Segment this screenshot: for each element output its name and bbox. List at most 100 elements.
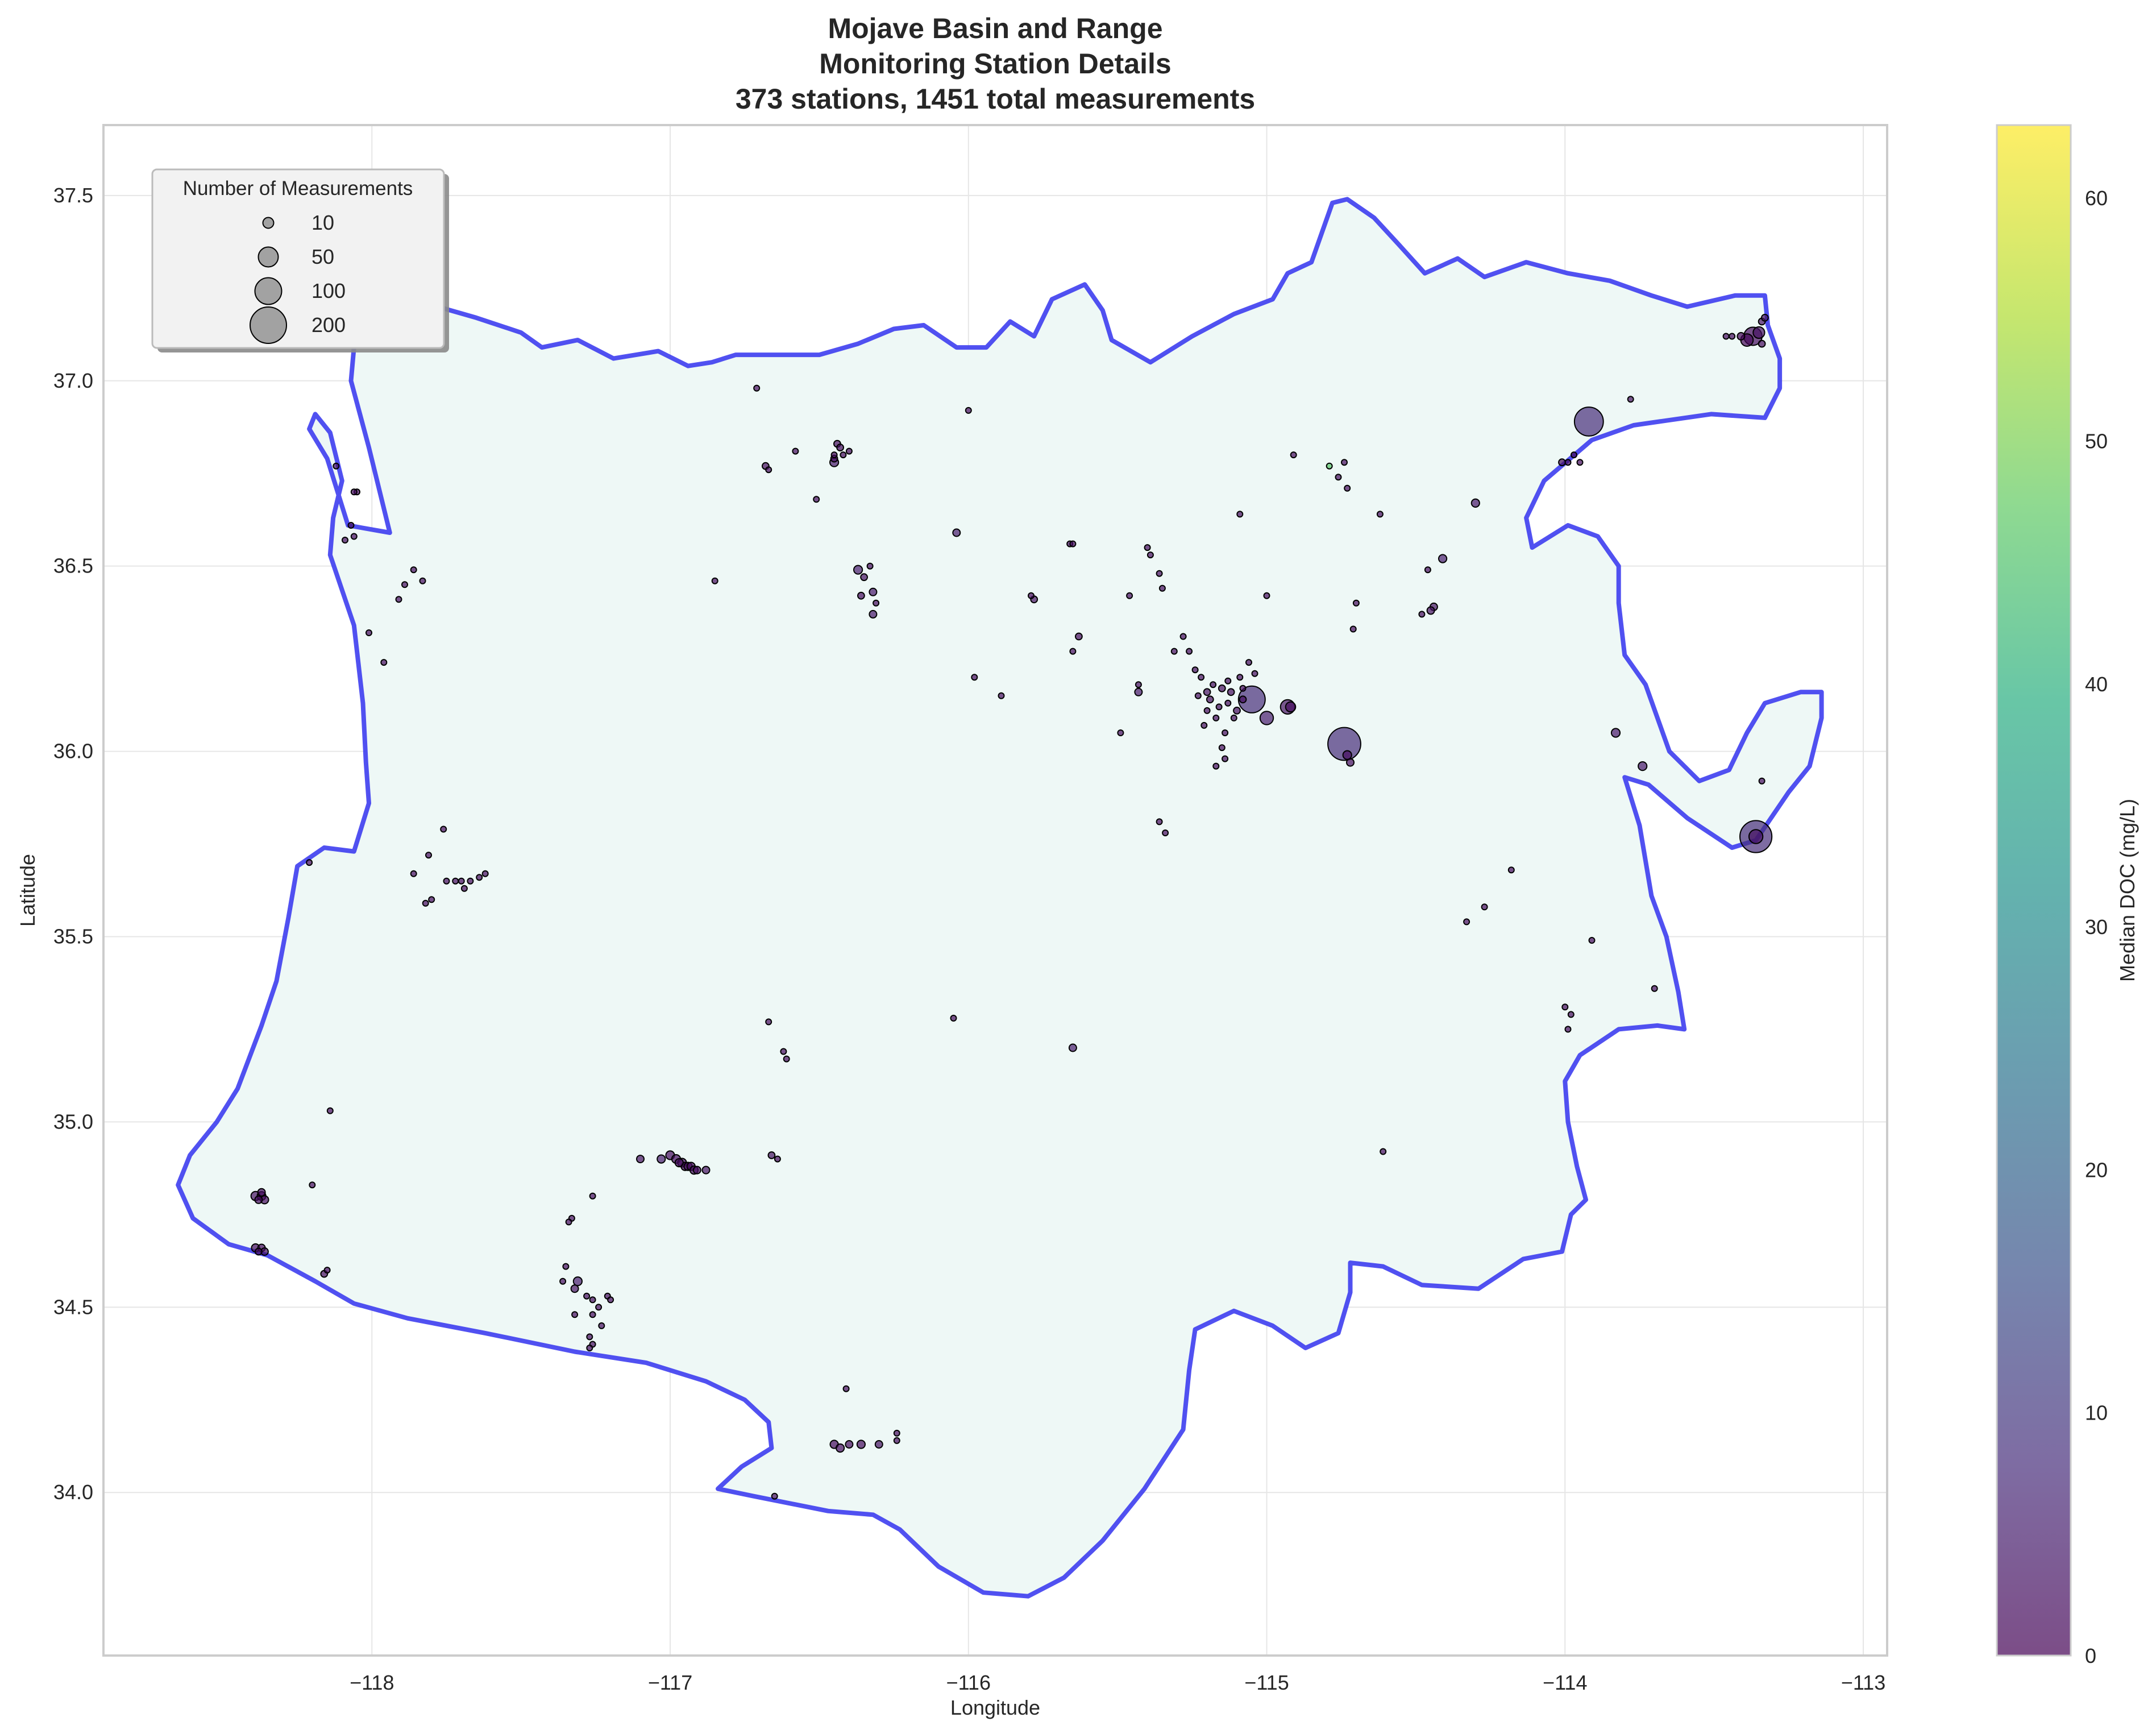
- station-marker: [1335, 474, 1342, 481]
- station-marker: [1156, 818, 1163, 825]
- station-marker: [570, 1284, 579, 1293]
- station-marker: [1203, 688, 1211, 696]
- station-marker: [452, 877, 459, 885]
- station-marker: [589, 1192, 596, 1200]
- station-marker: [460, 885, 468, 892]
- station-marker: [1761, 314, 1769, 322]
- station-marker: [323, 1267, 331, 1274]
- legend-title: Number of Measurements: [183, 177, 413, 200]
- station-marker: [419, 577, 426, 584]
- station-marker: [771, 1492, 778, 1500]
- station-marker: [1588, 937, 1596, 944]
- station-marker: [965, 406, 972, 414]
- station-marker: [842, 1385, 850, 1392]
- station-marker: [1198, 674, 1205, 681]
- station-marker: [1558, 458, 1566, 467]
- station-marker: [1144, 544, 1151, 551]
- station-marker: [254, 1195, 263, 1204]
- station-marker: [893, 1429, 900, 1437]
- station-marker: [971, 674, 978, 681]
- station-marker: [1126, 592, 1133, 599]
- station-marker: [845, 1440, 854, 1449]
- x-tick-label: −117: [648, 1671, 692, 1694]
- station-marker: [1346, 758, 1355, 767]
- legend-marker: [257, 246, 279, 268]
- station-marker: [255, 1247, 263, 1256]
- station-marker: [1251, 670, 1258, 677]
- station-marker: [365, 629, 372, 636]
- station-marker: [1068, 1043, 1077, 1052]
- station-marker: [1426, 606, 1435, 615]
- station-marker: [440, 825, 447, 833]
- station-marker: [422, 899, 429, 907]
- y-tick-label: 37.0: [53, 369, 93, 392]
- station-marker: [780, 1048, 787, 1055]
- station-marker: [1610, 728, 1621, 738]
- station-marker: [767, 1151, 776, 1159]
- station-marker: [380, 659, 388, 666]
- station-marker: [1576, 459, 1584, 466]
- station-marker: [1218, 684, 1226, 692]
- station-marker: [586, 1345, 593, 1351]
- station-marker: [350, 488, 358, 496]
- station-marker: [753, 384, 761, 392]
- station-marker: [1135, 681, 1142, 688]
- station-marker: [1758, 777, 1765, 785]
- station-marker: [1245, 659, 1252, 666]
- station-marker: [1075, 632, 1083, 641]
- chart-title-line-2: Monitoring Station Details: [819, 48, 1172, 80]
- station-marker: [830, 451, 838, 459]
- station-marker: [1567, 1011, 1575, 1018]
- station-marker: [765, 1018, 772, 1026]
- station-marker: [347, 522, 355, 529]
- station-marker: [607, 1296, 614, 1304]
- station-marker: [410, 870, 417, 877]
- x-tick-label: −113: [1841, 1671, 1885, 1694]
- station-marker: [893, 1437, 900, 1444]
- station-marker: [1200, 721, 1208, 729]
- legend-marker: [250, 306, 287, 344]
- station-marker: [1146, 551, 1154, 559]
- station-marker: [1206, 695, 1214, 704]
- station-marker: [598, 1322, 605, 1329]
- station-marker: [565, 1218, 572, 1226]
- station-marker: [1352, 599, 1360, 607]
- station-marker: [1194, 692, 1202, 699]
- station-marker: [1342, 750, 1352, 760]
- station-marker: [1758, 339, 1766, 348]
- station-marker: [674, 1158, 684, 1168]
- station-marker: [1236, 674, 1244, 681]
- x-tick-label: −118: [350, 1671, 394, 1694]
- station-marker: [1212, 714, 1220, 721]
- station-marker: [783, 1055, 790, 1063]
- station-marker: [481, 870, 489, 877]
- station-marker: [1215, 703, 1223, 711]
- station-marker: [1341, 459, 1348, 466]
- station-marker: [257, 1188, 266, 1197]
- station-marker: [840, 451, 847, 459]
- colorbar-tick-label: 0: [2085, 1644, 2096, 1667]
- station-marker: [1259, 711, 1274, 725]
- station-marker: [395, 596, 402, 603]
- station-marker: [1752, 326, 1765, 339]
- station-marker: [1376, 511, 1384, 518]
- station-marker: [657, 1154, 666, 1164]
- legend-label: 100: [311, 279, 346, 302]
- station-marker: [562, 1263, 570, 1270]
- station-marker: [467, 877, 474, 885]
- x-tick-label: −116: [946, 1671, 991, 1694]
- station-marker: [1028, 592, 1035, 599]
- station-marker: [1481, 903, 1488, 911]
- station-marker: [1224, 677, 1232, 685]
- legend-label: 200: [311, 313, 346, 337]
- station-marker: [1561, 1003, 1569, 1011]
- station-marker: [856, 1440, 866, 1449]
- station-marker: [1463, 918, 1470, 926]
- station-marker: [1349, 625, 1357, 633]
- station-marker: [476, 874, 483, 881]
- station-marker: [866, 562, 874, 570]
- station-marker: [425, 852, 432, 859]
- x-axis-ticks: −118 −117 −116 −115 −114 −113: [350, 1671, 1885, 1694]
- y-axis-label: Latitude: [16, 854, 39, 927]
- colorbar-tick-label: 30: [2085, 915, 2108, 939]
